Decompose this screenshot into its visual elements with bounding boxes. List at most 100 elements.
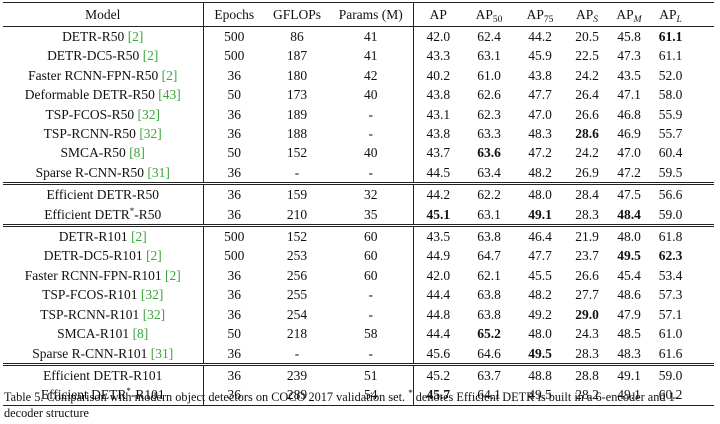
cell-text: 256: [286, 267, 308, 283]
citation: [2]: [142, 48, 159, 64]
value-cell: 44.5: [413, 163, 463, 184]
cell-text: 253: [286, 248, 308, 264]
value-cell: 55.7: [649, 124, 714, 143]
text-segment: AP: [429, 7, 447, 22]
citation: [2]: [127, 29, 144, 44]
cell-text: 52.0: [658, 67, 683, 83]
cell-text: 210: [286, 206, 308, 222]
cell-text: 63.3: [477, 126, 501, 142]
value-cell: 63.4: [463, 163, 515, 184]
value-cell: 49.1: [609, 364, 649, 385]
text-segment: DETR-R50: [62, 29, 128, 44]
cell-text: 47.0: [617, 145, 641, 161]
cell-text: 159: [286, 187, 308, 203]
cell-text: 65.2: [477, 326, 501, 342]
value-cell: 180: [265, 66, 329, 85]
text-segment: DETR-DC5-R101: [43, 248, 147, 264]
value-cell: 26.6: [565, 105, 609, 124]
value-cell: 40: [329, 143, 414, 163]
value-cell: 63.8: [463, 285, 515, 304]
value-cell: 49.5: [515, 344, 565, 365]
cell-text: 44.5: [426, 164, 451, 180]
value-cell: 159: [265, 184, 329, 205]
cell-text: 50: [227, 145, 242, 161]
citation: [32]: [139, 126, 162, 142]
value-cell: 57.1: [649, 305, 714, 324]
cell-text: -: [294, 345, 300, 361]
value-cell: 44.2: [515, 27, 565, 47]
value-cell: 255: [265, 285, 329, 304]
value-cell: 63.6: [463, 143, 515, 162]
value-cell: 36: [203, 205, 265, 226]
cell-text: 49.1: [528, 206, 552, 222]
value-cell: 28.3: [565, 205, 609, 226]
value-cell: 59.5: [649, 163, 714, 184]
table-row: Faster RCNN-FPN-R101 [2] 36 256 60 42.0 62.1 4…: [3, 265, 714, 286]
table-row: Efficient DETR-R50 36 159 32 44.2 62.2 48.0 28.…: [3, 183, 714, 205]
text-segment: Efficient DETR-R50: [46, 187, 160, 203]
cell-text: 44.8: [426, 306, 451, 322]
value-cell: 36: [203, 364, 265, 385]
cell-text: 62.6: [477, 87, 501, 103]
cell-text: 43.8: [426, 126, 451, 142]
cell-text: -: [368, 306, 374, 322]
cell-text: 218: [286, 326, 308, 342]
cell-text: 173: [286, 87, 308, 103]
cell-text: 36: [227, 287, 242, 303]
model-cell: DETR-DC5-R50 [2]: [3, 46, 204, 66]
cell-text: 28.4: [575, 187, 599, 203]
column-header: GFLOPs: [265, 3, 329, 27]
cell-text: 64.7: [477, 248, 501, 264]
value-cell: 53.4: [649, 266, 714, 285]
value-cell: 60: [329, 246, 414, 266]
cell-text: 45.5: [528, 267, 552, 283]
cell-text: 45.1: [426, 206, 451, 222]
cell-text: 43.8: [426, 87, 451, 103]
table-caption: Table 5. Comparison with modern object d…: [4, 389, 716, 421]
value-cell: 500: [203, 27, 265, 47]
value-cell: 48.6: [609, 285, 649, 304]
value-cell: 44.4: [413, 285, 463, 304]
table-row: Sparse R-CNN-R101 [31] 36 - - 45.6 64.6 49.5 28…: [3, 343, 714, 365]
table-row: Sparse R-CNN-R50 [31] 36 - - 44.5 63.4 48.2 26.…: [3, 162, 714, 184]
value-cell: 50: [203, 85, 265, 104]
cell-text: 47.5: [617, 187, 641, 203]
value-cell: 43.5: [609, 66, 649, 85]
value-cell: 54: [329, 385, 414, 406]
cell-text: 63.7: [477, 367, 501, 383]
cell-text: 59.0: [658, 367, 683, 383]
model-cell: Efficient DETR*-R50: [3, 204, 204, 226]
value-cell: -: [329, 104, 414, 125]
model-cell: Faster RCNN-FPN-R101 [2]: [3, 265, 204, 286]
cell-text: 180: [286, 67, 308, 83]
cell-text: 62.1: [477, 267, 501, 283]
cell-text: 289: [286, 387, 308, 403]
cell-text: 60: [364, 229, 378, 245]
model-cell: Efficient DETR-R101: [3, 364, 204, 386]
table-row: Faster RCNN-FPN-R50 [2] 36 180 42 40.2 61.0 43…: [3, 65, 714, 86]
cell-text: 48.0: [528, 187, 552, 203]
value-cell: 28.8: [565, 364, 609, 385]
value-cell: 256: [265, 266, 329, 285]
text-segment: Epochs: [214, 7, 255, 22]
cell-text: 55.7: [658, 126, 683, 142]
cell-text: 32: [364, 187, 378, 203]
cell-text: 152: [286, 145, 308, 161]
cell-text: 61.0: [477, 67, 501, 83]
text-segment: AP: [475, 7, 493, 22]
cell-text: 58: [364, 326, 378, 342]
cell-text: 36: [227, 387, 242, 403]
cell-text: 20.5: [575, 29, 599, 44]
citation: [2]: [146, 248, 162, 264]
cell-text: 63.8: [477, 229, 501, 245]
value-cell: 63.1: [463, 205, 515, 226]
value-cell: 43.8: [413, 85, 463, 104]
cell-text: 36: [227, 106, 242, 122]
value-cell: 28.3: [565, 344, 609, 365]
text-segment: DETR-DC5-R50: [47, 48, 143, 64]
value-cell: 254: [265, 305, 329, 324]
text-segment: -R101: [130, 387, 165, 403]
cell-text: 49.1: [617, 387, 641, 403]
cell-text: 49.5: [617, 248, 641, 264]
value-cell: 44.9: [413, 246, 463, 265]
